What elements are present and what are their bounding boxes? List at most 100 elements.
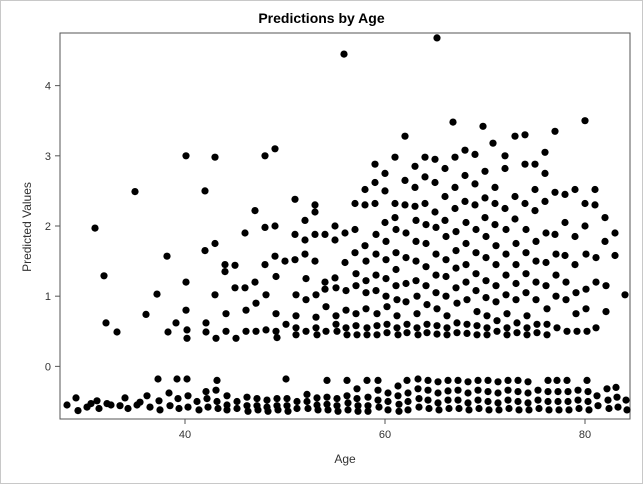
data-point xyxy=(172,319,180,327)
data-point xyxy=(463,296,471,304)
data-point xyxy=(433,305,441,313)
data-point xyxy=(503,331,511,339)
data-point xyxy=(472,287,480,295)
data-point xyxy=(223,392,231,400)
data-point xyxy=(301,236,309,244)
data-point xyxy=(472,270,480,278)
y-tick-label: 2 xyxy=(45,221,51,233)
data-point xyxy=(614,403,622,411)
data-point xyxy=(434,399,442,407)
data-point xyxy=(533,329,541,337)
data-point xyxy=(511,132,519,140)
data-point xyxy=(542,229,550,237)
data-point xyxy=(491,183,499,191)
chart-title: Predictions by Age xyxy=(258,10,385,26)
data-point xyxy=(502,291,510,299)
data-point xyxy=(592,254,600,262)
data-point xyxy=(551,188,559,196)
data-point xyxy=(242,327,250,335)
data-point xyxy=(534,386,542,394)
data-point xyxy=(116,402,124,410)
data-point xyxy=(501,164,509,173)
data-point xyxy=(492,282,500,290)
data-point xyxy=(412,216,420,224)
data-point xyxy=(382,256,390,264)
data-point xyxy=(264,407,272,415)
data-point xyxy=(564,397,572,406)
data-point xyxy=(211,291,219,299)
data-point xyxy=(605,404,613,413)
data-point xyxy=(252,299,260,307)
data-point xyxy=(182,152,190,160)
data-point xyxy=(483,324,491,332)
data-point xyxy=(594,402,602,410)
data-point xyxy=(293,404,301,413)
data-point xyxy=(233,397,241,406)
data-point xyxy=(483,331,491,339)
data-point xyxy=(72,394,80,402)
data-point xyxy=(542,258,550,267)
data-point xyxy=(323,393,331,401)
data-point xyxy=(431,208,439,216)
data-point xyxy=(371,178,379,187)
data-point xyxy=(512,261,520,269)
data-point xyxy=(443,324,451,332)
data-point xyxy=(412,257,420,265)
data-point xyxy=(322,327,330,335)
data-point xyxy=(551,230,559,238)
data-point xyxy=(261,261,269,269)
data-point xyxy=(454,376,462,384)
data-point xyxy=(413,324,421,332)
data-point xyxy=(552,250,560,258)
data-point xyxy=(384,389,392,397)
data-point xyxy=(442,256,450,264)
data-point xyxy=(312,313,320,321)
data-point xyxy=(552,292,560,300)
data-point xyxy=(424,396,432,404)
data-point xyxy=(513,319,521,327)
data-point xyxy=(87,400,95,408)
data-point xyxy=(441,164,449,173)
data-point xyxy=(184,392,192,400)
data-point xyxy=(93,397,101,405)
data-point xyxy=(451,183,459,191)
data-point xyxy=(493,317,501,325)
data-point xyxy=(363,331,371,339)
data-point xyxy=(244,407,252,415)
data-point xyxy=(593,392,601,400)
data-point xyxy=(282,320,290,328)
data-point xyxy=(582,285,590,293)
data-point xyxy=(461,171,469,180)
data-point xyxy=(482,294,490,302)
data-point xyxy=(142,310,150,318)
data-point xyxy=(462,278,470,286)
data-point xyxy=(221,268,229,276)
data-point xyxy=(601,214,609,222)
data-point xyxy=(455,404,463,413)
data-point xyxy=(272,327,280,335)
y-tick-label: 3 xyxy=(45,151,51,163)
data-point xyxy=(622,396,630,404)
data-point xyxy=(261,223,269,231)
data-point xyxy=(261,152,269,160)
data-point xyxy=(193,397,201,406)
data-point xyxy=(521,131,529,139)
data-point xyxy=(391,199,399,208)
data-point xyxy=(504,396,512,404)
data-point xyxy=(333,395,341,403)
data-point xyxy=(63,401,71,409)
data-point xyxy=(362,257,370,265)
data-point xyxy=(393,324,401,332)
data-point xyxy=(403,376,411,384)
data-point xyxy=(362,277,370,285)
data-point xyxy=(351,249,359,257)
data-point xyxy=(272,272,280,281)
data-point xyxy=(464,378,472,386)
data-point xyxy=(592,324,600,332)
data-point xyxy=(155,397,163,405)
data-point xyxy=(382,292,390,300)
data-point xyxy=(314,406,322,414)
data-point xyxy=(251,278,259,286)
data-point xyxy=(394,331,402,339)
data-point xyxy=(292,331,300,339)
